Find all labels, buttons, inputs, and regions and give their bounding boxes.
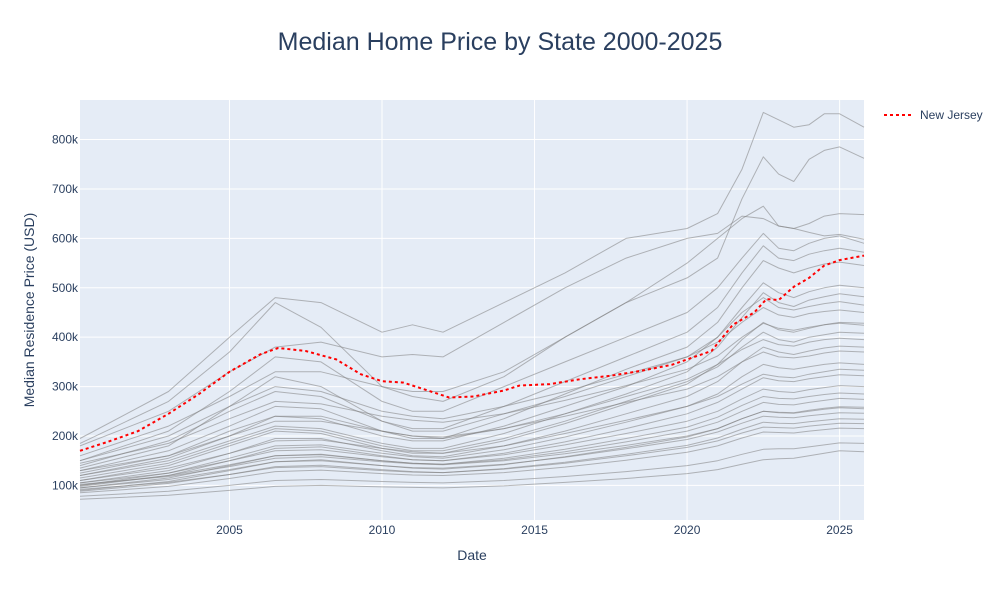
series-line-state [79,368,865,481]
y-tick-label: 700k [52,182,79,196]
series-line-state [79,442,865,497]
x-tick-label: 2010 [369,523,396,537]
series-line-state [79,111,865,439]
series-line-state [79,450,865,500]
x-axis-title: Date [457,547,487,563]
series-line-state [79,297,865,469]
series-line-state [79,374,865,487]
x-tick-label: 2025 [826,523,853,537]
series-line-state [79,406,865,485]
y-axis-title: Median Residence Price (USD) [21,213,37,408]
legend-label-new-jersey: New Jersey [920,108,983,122]
x-tick-label: 2020 [674,523,701,537]
series-line-state [79,245,865,467]
series-line-state [79,412,865,489]
y-tick-label: 100k [52,478,79,492]
y-tick-label: 800k [52,133,79,147]
series-layer [79,111,865,500]
x-tick-labels: 2005 2010 2015 2020 2025 [216,523,853,537]
series-line-state [79,321,865,481]
series-line-state [79,337,865,476]
y-tick-labels: 100k 200k 300k 400k 500k 600k 700k 800k [52,133,79,493]
series-line-new-jersey [79,254,865,452]
series-line-state [79,331,865,479]
chart-title: Median Home Price by State 2000-2025 [278,28,723,56]
series-line-state [79,232,865,462]
y-tick-label: 300k [52,380,79,394]
x-tick-label: 2015 [521,523,548,537]
series-line-state [79,385,865,484]
series-line-state [79,282,865,474]
series-line-state [79,350,865,472]
series-line-state [79,260,865,472]
series-line-state [79,215,865,447]
series-line-state [79,418,865,492]
series-line-state [79,362,865,486]
y-tick-label: 200k [52,429,79,443]
legend[interactable]: New Jersey [884,108,983,122]
series-line-state [79,397,865,486]
series-line-state [79,422,865,490]
y-tick-label: 500k [52,281,79,295]
x-tick-label: 2005 [216,523,243,537]
y-tick-label: 400k [52,330,79,344]
y-tick-label: 600k [52,231,79,245]
series-line-state [79,292,865,476]
series-line-state [79,322,865,464]
series-line-state [79,205,865,457]
series-line-state [79,345,865,484]
series-line-state [79,427,865,494]
